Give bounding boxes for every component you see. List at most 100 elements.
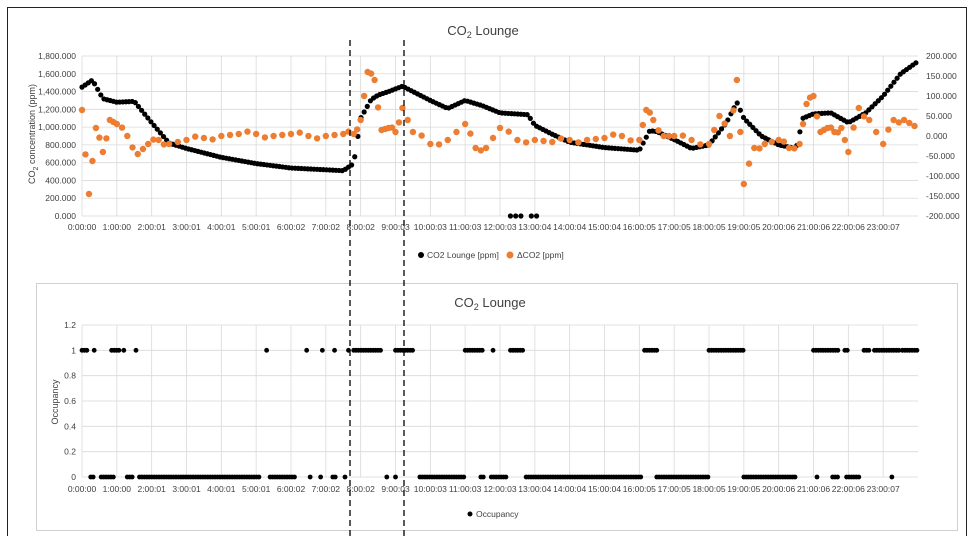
x-tick-label: 13:00:04 <box>518 484 551 494</box>
delta-co2-point <box>803 100 810 108</box>
co2-point <box>885 87 891 93</box>
occupancy-point-0 <box>638 474 644 480</box>
delta-co2-point <box>183 136 190 144</box>
co2-point <box>888 83 894 89</box>
occupancy-point-0 <box>792 474 798 480</box>
co2-point <box>361 109 367 115</box>
co2-point <box>881 91 888 97</box>
delta-co2-point <box>834 129 842 136</box>
delta-co2-point <box>745 160 753 167</box>
delta-co2-point <box>636 136 643 144</box>
delta-co2-point <box>287 130 295 138</box>
delta-co2-point <box>360 92 368 100</box>
delta-co2-point <box>873 128 880 136</box>
y2-tick-label: 100.000 <box>926 91 957 101</box>
occupancy-point-1 <box>520 347 526 353</box>
x-tick-label: 12:00:03 <box>483 484 516 494</box>
delta-co2-point <box>113 120 121 128</box>
x-tick-label: 6:00:02 <box>277 222 306 232</box>
delta-co2-point <box>129 144 136 151</box>
x-tick-label: 13:00:04 <box>518 222 551 232</box>
delta-co2-point <box>477 147 485 154</box>
delta-co2-point <box>392 128 399 136</box>
co2-point <box>797 129 803 135</box>
delta-co2-point <box>756 145 763 152</box>
delta-co2-point <box>531 136 539 144</box>
delta-co2-point <box>688 136 695 144</box>
delta-co2-point <box>505 128 512 135</box>
delta-co2-point <box>209 136 216 143</box>
delta-co2-point <box>461 120 469 128</box>
delta-co2-point <box>670 132 678 140</box>
x-tick-label: 4:00:01 <box>207 222 236 232</box>
occupancy-point-0 <box>129 474 135 480</box>
y-tick-label: 0 <box>71 472 76 482</box>
delta-co2-point <box>540 137 547 145</box>
delta-co2-point <box>660 132 667 140</box>
delta-co2-point <box>650 116 657 124</box>
delta-co2-point <box>768 138 775 146</box>
delta-co2-point <box>226 131 234 139</box>
delta-co2-point <box>192 133 199 140</box>
legend-marker-occupancy <box>467 511 473 517</box>
delta-co2-point <box>261 134 269 141</box>
delta-co2-point <box>340 130 347 138</box>
delta-co2-point <box>549 138 556 146</box>
delta-co2-point <box>218 132 225 140</box>
y2-tick-label: 50.000 <box>926 111 952 121</box>
x-tick-label: 20:00:06 <box>762 484 795 494</box>
delta-co2-point <box>799 120 807 128</box>
delta-co2-point <box>134 150 141 158</box>
occupancy-point-1 <box>121 347 127 353</box>
co2-point <box>135 103 142 110</box>
legend-marker-co2 <box>418 252 424 258</box>
co2-zero-point <box>507 213 514 219</box>
x-tick-label: 21:00:06 <box>797 222 830 232</box>
co2-zero-point <box>513 213 519 219</box>
x-tick-label: 21:00:06 <box>797 484 830 494</box>
co2-point <box>148 119 154 125</box>
occupancy-point-1 <box>332 347 337 353</box>
y-tick-label: 0.4 <box>64 421 76 431</box>
delta-co2-point <box>911 122 918 130</box>
co2-point <box>138 107 145 113</box>
delta-co2-point <box>399 104 406 112</box>
y-tick-label: 0.2 <box>64 447 76 457</box>
occupancy-point-1 <box>319 347 325 353</box>
occupancy-point-0 <box>480 474 486 480</box>
occupancy-point-0 <box>342 474 348 480</box>
occupancy-point-1 <box>116 347 122 353</box>
occupancy-point-0 <box>393 474 398 480</box>
co2-point <box>524 112 530 118</box>
delta-co2-point <box>89 157 96 165</box>
delta-co2-point <box>726 132 734 140</box>
delta-co2-point <box>639 121 647 129</box>
delta-co2-point <box>472 144 479 152</box>
occupancy-point-1 <box>866 347 872 353</box>
occupancy-point-1 <box>84 347 90 353</box>
delta-co2-point <box>730 107 737 114</box>
co2-point <box>95 86 101 92</box>
x-tick-label: 19:00:05 <box>727 222 760 232</box>
co2-point <box>91 81 98 87</box>
x-tick-label: 17:00:05 <box>658 222 691 232</box>
x-tick-label: 22:00:06 <box>832 484 865 494</box>
delta-co2-point <box>716 112 723 120</box>
delta-co2-point <box>427 140 434 148</box>
y2-tick-label: -150.000 <box>926 191 960 201</box>
delta-co2-point <box>655 127 662 134</box>
y2-tick-label: 150.000 <box>926 71 957 81</box>
delta-co2-point <box>885 126 892 133</box>
chart1-title: CO2 Lounge <box>447 23 519 40</box>
chart1-gridlines <box>81 55 918 217</box>
x-tick-label: 15:00:04 <box>588 484 621 494</box>
occupancy-point-1 <box>264 347 270 353</box>
delta-co2-point <box>467 130 474 137</box>
co2-point <box>157 130 163 136</box>
legend-marker-delta-co2 <box>506 251 514 259</box>
occupancy-point-1 <box>133 347 139 353</box>
occupancy-point-0 <box>461 474 467 480</box>
occupancy-point-0 <box>835 474 840 480</box>
delta-co2-point <box>566 136 573 144</box>
delta-co2-point <box>453 128 460 136</box>
